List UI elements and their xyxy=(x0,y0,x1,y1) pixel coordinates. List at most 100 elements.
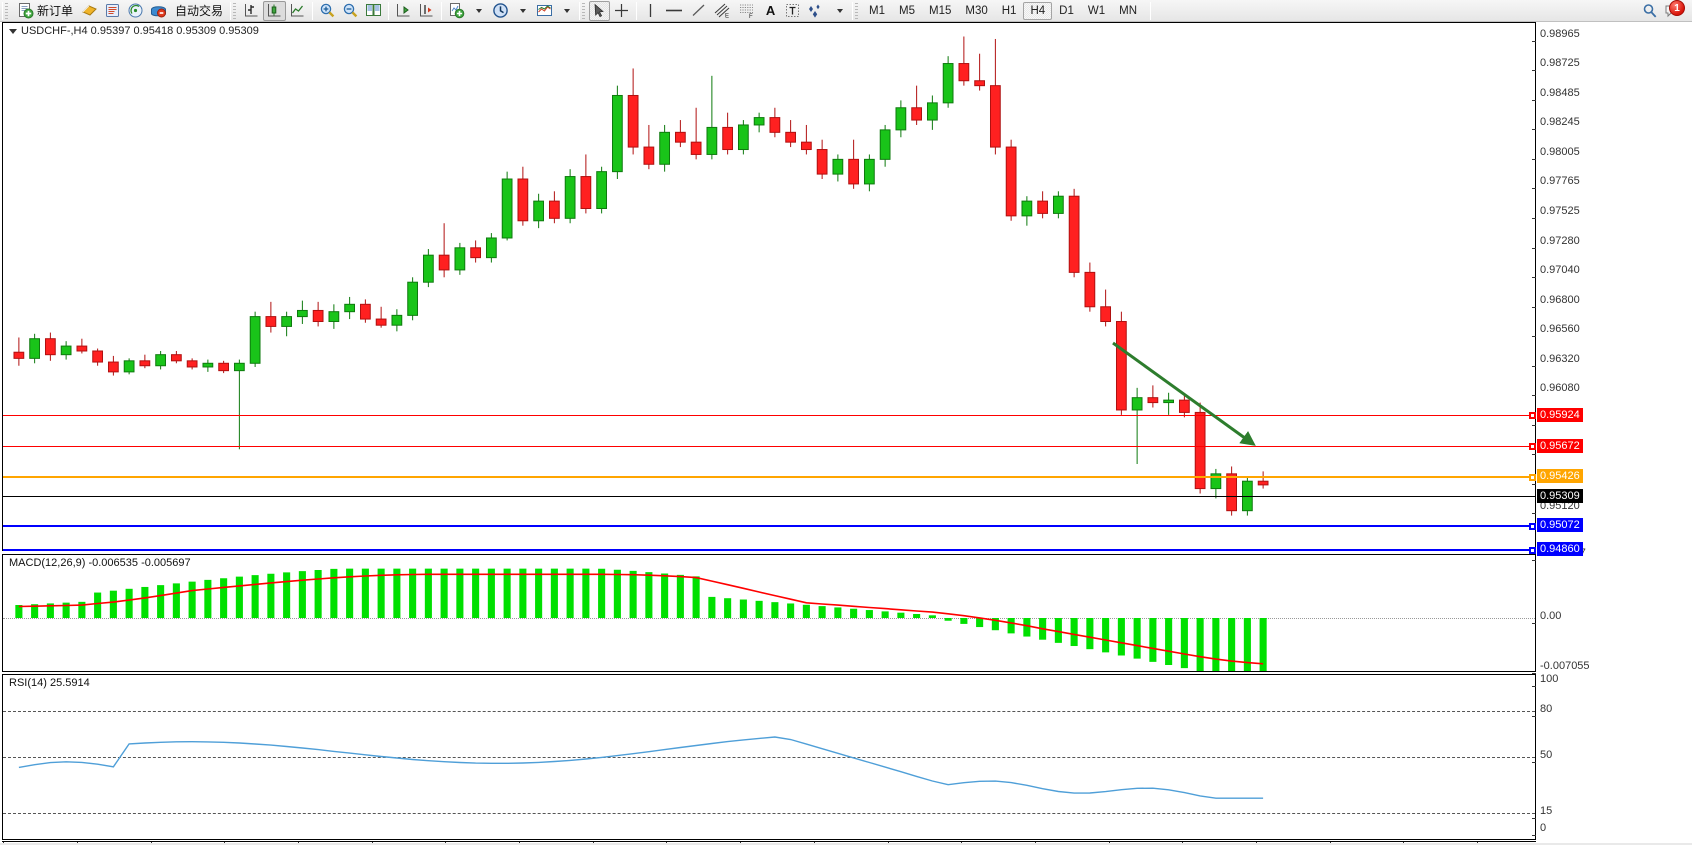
price-level-line-2[interactable] xyxy=(3,474,1536,481)
templates-icon xyxy=(536,2,553,19)
fibonacci-button[interactable]: F xyxy=(735,1,760,21)
new-chart-button[interactable] xyxy=(445,1,468,21)
rsi-tick: 0 xyxy=(1531,822,1546,841)
rsi-tick-label: 50 xyxy=(1540,749,1553,761)
candlestick-chart-button[interactable] xyxy=(263,0,287,21)
bar-chart-button[interactable] xyxy=(240,1,263,21)
timeframe-h4[interactable]: H4 xyxy=(1023,1,1053,20)
alerts-icon[interactable]: 1 xyxy=(1664,0,1685,19)
shapes-dropdown[interactable] xyxy=(829,1,850,21)
timeframe-m30[interactable]: M30 xyxy=(965,4,988,17)
timeframe-m1[interactable]: M1 xyxy=(869,4,886,17)
price-tick-label: 0.96560 xyxy=(1540,323,1580,336)
signals-icon xyxy=(127,2,144,19)
timeframe-w1[interactable]: W1 xyxy=(1087,4,1106,17)
rsi-tick: 100 xyxy=(1531,673,1558,692)
level-handle[interactable] xyxy=(1529,474,1536,481)
autotrading-button[interactable]: 自动交易 xyxy=(170,1,228,21)
expert-advisors-button[interactable] xyxy=(78,1,101,21)
level-handle[interactable] xyxy=(1529,412,1536,419)
data-window-button[interactable] xyxy=(101,1,124,21)
macd-tick-label: 0.00 xyxy=(1540,610,1562,622)
price-pane[interactable]: USDCHF-,H4 0.95397 0.95418 0.95309 0.953… xyxy=(2,22,1536,554)
chevron-down-icon xyxy=(837,8,844,13)
timeframe-m15[interactable]: M15 xyxy=(929,4,952,17)
price-tick-label: 0.97040 xyxy=(1540,264,1580,277)
zoom-in-icon xyxy=(319,2,336,19)
timeframe-m5[interactable]: M5 xyxy=(899,4,915,17)
new-chart-dropdown[interactable] xyxy=(468,1,489,21)
chart-container[interactable]: USDCHF-,H4 0.95397 0.95418 0.95309 0.953… xyxy=(0,22,1692,845)
price-level-tag-entry[interactable]: 0.95426 xyxy=(1537,469,1583,483)
horizontal-line-button[interactable] xyxy=(661,1,687,21)
rsi-pane[interactable]: RSI(14) 25.5914 xyxy=(2,674,1536,840)
price-level-tag-last-price[interactable]: 0.95309 xyxy=(1537,489,1583,503)
shapes-button[interactable] xyxy=(804,1,829,21)
bearish-trend-arrow-icon[interactable] xyxy=(1107,323,1267,453)
search-icon[interactable] xyxy=(1642,3,1658,19)
new-order-label: 新订单 xyxy=(37,4,74,18)
timeframe-mn[interactable]: MN xyxy=(1119,4,1137,17)
toolbar-right-group: 1 xyxy=(1642,0,1692,19)
signals-button[interactable] xyxy=(124,1,147,21)
period-button[interactable] xyxy=(489,1,512,21)
market-button[interactable] xyxy=(147,1,170,21)
timeframe-h1[interactable]: H1 xyxy=(1001,4,1017,17)
macd-series xyxy=(15,568,1267,671)
text-label-button[interactable] xyxy=(781,1,804,21)
tile-windows-icon xyxy=(365,2,382,19)
price-level-line-4[interactable] xyxy=(3,523,1536,530)
macd-tick: 0.00 xyxy=(1531,610,1561,629)
price-level-line-1[interactable] xyxy=(3,443,1536,450)
price-level-tag-target[interactable]: 0.95072 xyxy=(1537,518,1583,532)
toolbar-grip-2[interactable] xyxy=(230,1,239,20)
svg-text:E: E xyxy=(725,14,729,20)
trend-line-button[interactable] xyxy=(687,1,710,21)
level-handle[interactable] xyxy=(1529,523,1536,530)
price-tick: 0.98245 xyxy=(1532,116,1580,135)
price-tick-label: 0.95120 xyxy=(1540,500,1580,513)
toolbar-grip[interactable] xyxy=(2,1,10,20)
price-tick-label: 0.97280 xyxy=(1540,234,1580,247)
toolbar-grip-4[interactable] xyxy=(852,1,861,20)
level-handle[interactable] xyxy=(1529,443,1536,450)
expert-advisors-icon xyxy=(81,2,98,19)
timeframe-d1[interactable]: D1 xyxy=(1059,4,1074,17)
equidistant-channel-button[interactable]: E xyxy=(710,1,735,21)
new-order-button[interactable]: 新订单 xyxy=(12,1,78,21)
rsi-tick-label: 100 xyxy=(1540,673,1559,685)
line-chart-button[interactable] xyxy=(286,1,309,21)
alerts-badge: 1 xyxy=(1669,0,1685,16)
text-button[interactable]: A xyxy=(760,1,781,21)
period-dropdown[interactable] xyxy=(512,1,533,21)
price-tick-label: 0.98725 xyxy=(1540,57,1580,70)
price-level-line-5[interactable] xyxy=(3,547,1536,554)
line-chart-icon xyxy=(289,2,306,19)
cursor-button[interactable] xyxy=(589,0,611,21)
templates-dropdown[interactable] xyxy=(556,1,577,21)
shapes-icon xyxy=(807,2,826,19)
price-axis[interactable]: 0.98965 0.98725 0.98485 0.98245 0.98005 0.977… xyxy=(1531,22,1692,841)
price-level-tag-resistance[interactable]: 0.95924 xyxy=(1537,408,1583,422)
auto-scroll-button[interactable] xyxy=(415,1,438,21)
chart-shift-button[interactable] xyxy=(392,1,415,21)
candlestick-series xyxy=(13,36,1269,516)
price-tick: 0.98725 xyxy=(1532,57,1580,76)
rsi-tick: 50 xyxy=(1531,749,1552,768)
zoom-in-button[interactable] xyxy=(316,1,339,21)
price-level-line-0[interactable] xyxy=(3,412,1536,419)
templates-button[interactable] xyxy=(533,1,556,21)
price-level-tag-target[interactable]: 0.94860 xyxy=(1537,542,1583,556)
tile-windows-button[interactable] xyxy=(362,1,385,21)
zoom-out-button[interactable] xyxy=(339,1,362,21)
price-tick: 0.96320 xyxy=(1532,353,1580,372)
macd-pane[interactable]: MACD(12,26,9) -0.006535 -0.005697 xyxy=(2,554,1536,672)
price-level-tag-resistance[interactable]: 0.95672 xyxy=(1537,439,1583,453)
data-window-icon xyxy=(104,2,121,19)
crosshair-button[interactable] xyxy=(610,1,633,21)
toolbar-grip-3[interactable] xyxy=(579,1,588,20)
rsi-tick: 15 xyxy=(1531,805,1552,824)
vertical-line-button[interactable] xyxy=(640,1,661,21)
level-handle[interactable] xyxy=(1529,547,1536,554)
